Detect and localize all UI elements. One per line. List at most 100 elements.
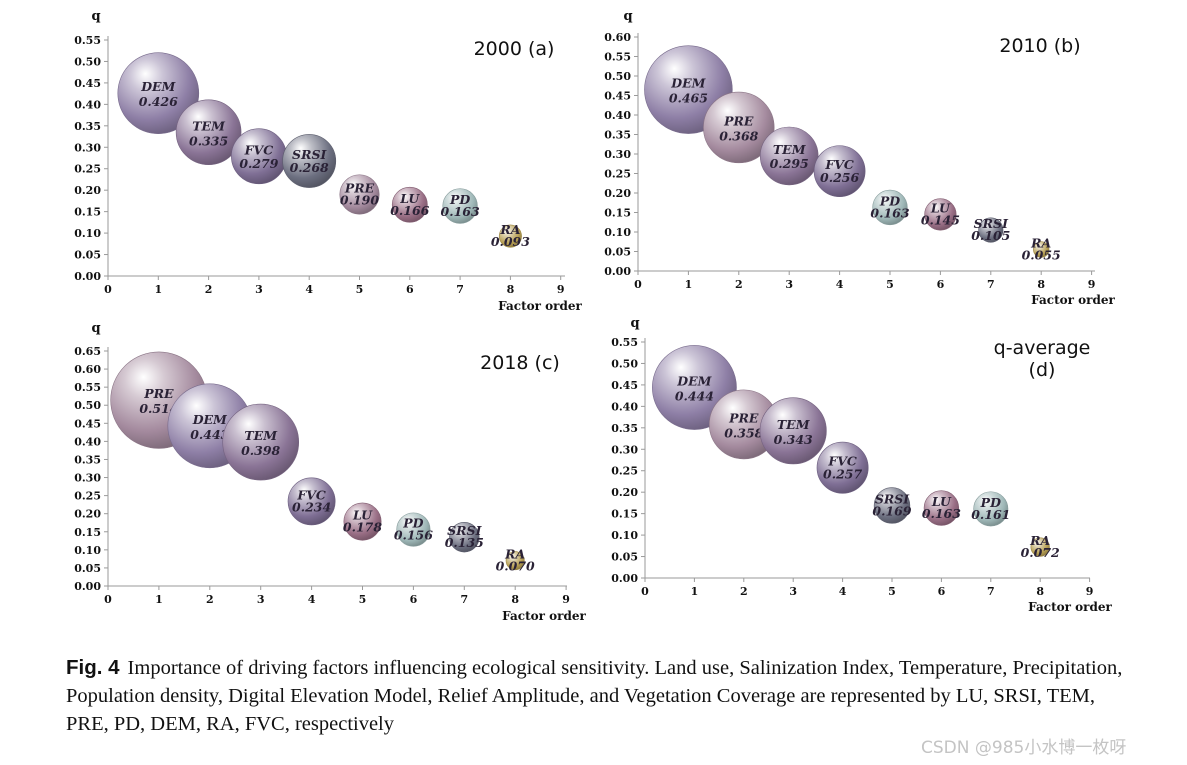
bubble-circle	[759, 397, 827, 465]
bubble-circle	[816, 441, 869, 494]
y-tick-label: 0.10	[611, 529, 638, 542]
bubble-value-label: 0.343	[774, 432, 813, 447]
bubble-ra: RA0.070	[496, 547, 535, 574]
bubble-circle	[498, 224, 522, 248]
bubble-factor-label: DEM	[192, 412, 228, 427]
y-tick-label: 0.40	[604, 109, 631, 122]
figure-canvas: 0.00 0.05 0.10 0.15 0.20 0.25 0.30 0.35 0.40 0.45…	[74, 9, 1115, 623]
x-tick-label: 8	[511, 593, 519, 606]
bubble-factor-label: DEM	[670, 76, 706, 91]
bubble-value-label: 0.358	[724, 425, 763, 440]
y-tick-label: 0.35	[74, 453, 101, 466]
y-tick-label: 0.05	[74, 562, 101, 575]
figure-caption: Fig. 4 Importance of driving factors infl…	[66, 654, 1136, 738]
bubble-circle	[391, 186, 428, 223]
bubble-value-label: 0.163	[922, 506, 961, 521]
bubble-circle	[175, 99, 242, 166]
bubble-circle	[813, 145, 866, 197]
y-tick-label: 0.40	[74, 98, 101, 111]
y-tick-label: 0.00	[74, 270, 101, 283]
bubble-value-label: 0.398	[241, 443, 280, 458]
x-tick-label: 0	[104, 593, 112, 606]
bubble-factor-label: LU	[352, 508, 373, 523]
y-tick-label: 0.00	[611, 572, 638, 585]
bubble-factor-label: SRSI	[447, 523, 482, 538]
caption-text: Importance of driving factors influencin…	[66, 657, 1123, 735]
x-tick-label: 5	[356, 283, 364, 296]
y-tick-label: 0.65	[74, 345, 101, 358]
y-tick-label: 0.20	[74, 508, 101, 521]
x-tick-label: 7	[460, 593, 468, 606]
y-axis-title: q	[623, 9, 632, 24]
bubble-value-label: 0.465	[669, 91, 708, 106]
y-tick-label: 0.40	[74, 435, 101, 448]
bubble-circle	[873, 487, 911, 524]
x-tick-label: 5	[886, 278, 894, 291]
bubble-circle	[872, 189, 908, 226]
y-tick-label: 0.30	[611, 443, 638, 456]
bubble-value-label: 0.093	[491, 234, 530, 249]
bubble-circle	[923, 490, 960, 526]
y-axis-title: q	[91, 321, 100, 336]
y-tick-label: 0.05	[611, 551, 638, 564]
bubble-value-label: 0.426	[139, 94, 178, 109]
x-tick-label: 1	[691, 585, 699, 598]
y-tick-label: 0.20	[74, 184, 101, 197]
bubble-factor-label: FVC	[296, 487, 326, 502]
y-tick-label: 0.20	[604, 187, 631, 200]
chart-panel-a: 0.00 0.05 0.10 0.15 0.20 0.25 0.30 0.35 0.40 0.45…	[74, 9, 582, 313]
bubble-circle	[759, 126, 819, 186]
y-tick-label: 0.25	[74, 163, 101, 176]
y-tick-label: 0.55	[611, 336, 638, 349]
y-tick-label: 0.50	[611, 357, 638, 370]
y-tick-label: 0.35	[604, 129, 631, 142]
bubble-value-label: 0.156	[394, 528, 433, 543]
bubble-factor-label: PRE	[728, 410, 759, 425]
x-tick-label: 7	[456, 283, 464, 296]
bubble-value-label: 0.443	[190, 427, 229, 442]
y-tick-label: 0.25	[74, 490, 101, 503]
bubble-pd: PD0.161	[971, 491, 1010, 527]
x-tick-label: 9	[1088, 278, 1096, 291]
bubble-pd: PD0.163	[870, 189, 910, 226]
y-tick-label: 0.35	[611, 422, 638, 435]
y-tick-label: 0.15	[611, 508, 638, 521]
x-axis-title: Factor order	[1031, 293, 1115, 307]
x-tick-label: 8	[1037, 278, 1045, 291]
x-tick-label: 0	[634, 278, 642, 291]
y-tick-label: 0.45	[611, 379, 638, 392]
bubble-circle	[282, 134, 337, 188]
bubble-value-label: 0.190	[340, 192, 379, 207]
y-tick-label: 0.60	[74, 363, 101, 376]
x-tick-label: 2	[205, 283, 213, 296]
x-tick-label: 1	[154, 283, 162, 296]
bubble-factor-label: RA	[1029, 533, 1050, 548]
bubble-factor-label: PD	[402, 516, 423, 531]
bubble-circle	[222, 403, 300, 481]
bubble-value-label: 0.514	[139, 401, 178, 416]
bubble-factor-label: FVC	[244, 142, 274, 157]
bubble-lu: LU0.178	[343, 502, 382, 541]
bubble-circle	[973, 491, 1009, 527]
bubble-ra: RA0.093	[491, 222, 530, 249]
y-tick-label: 0.15	[604, 207, 631, 220]
bubble-factor-label: LU	[931, 494, 952, 509]
x-tick-label: 4	[305, 283, 313, 296]
y-tick-label: 0.55	[604, 51, 631, 64]
bubble-factor-label: PRE	[143, 386, 174, 401]
x-tick-label: 4	[308, 593, 316, 606]
bubble-factor-label: TEM	[777, 417, 811, 432]
x-tick-label: 1	[685, 278, 693, 291]
y-tick-label: 0.55	[74, 34, 101, 47]
bubble-value-label: 0.234	[292, 499, 331, 514]
bubble-factor-label: DEM	[676, 373, 712, 388]
